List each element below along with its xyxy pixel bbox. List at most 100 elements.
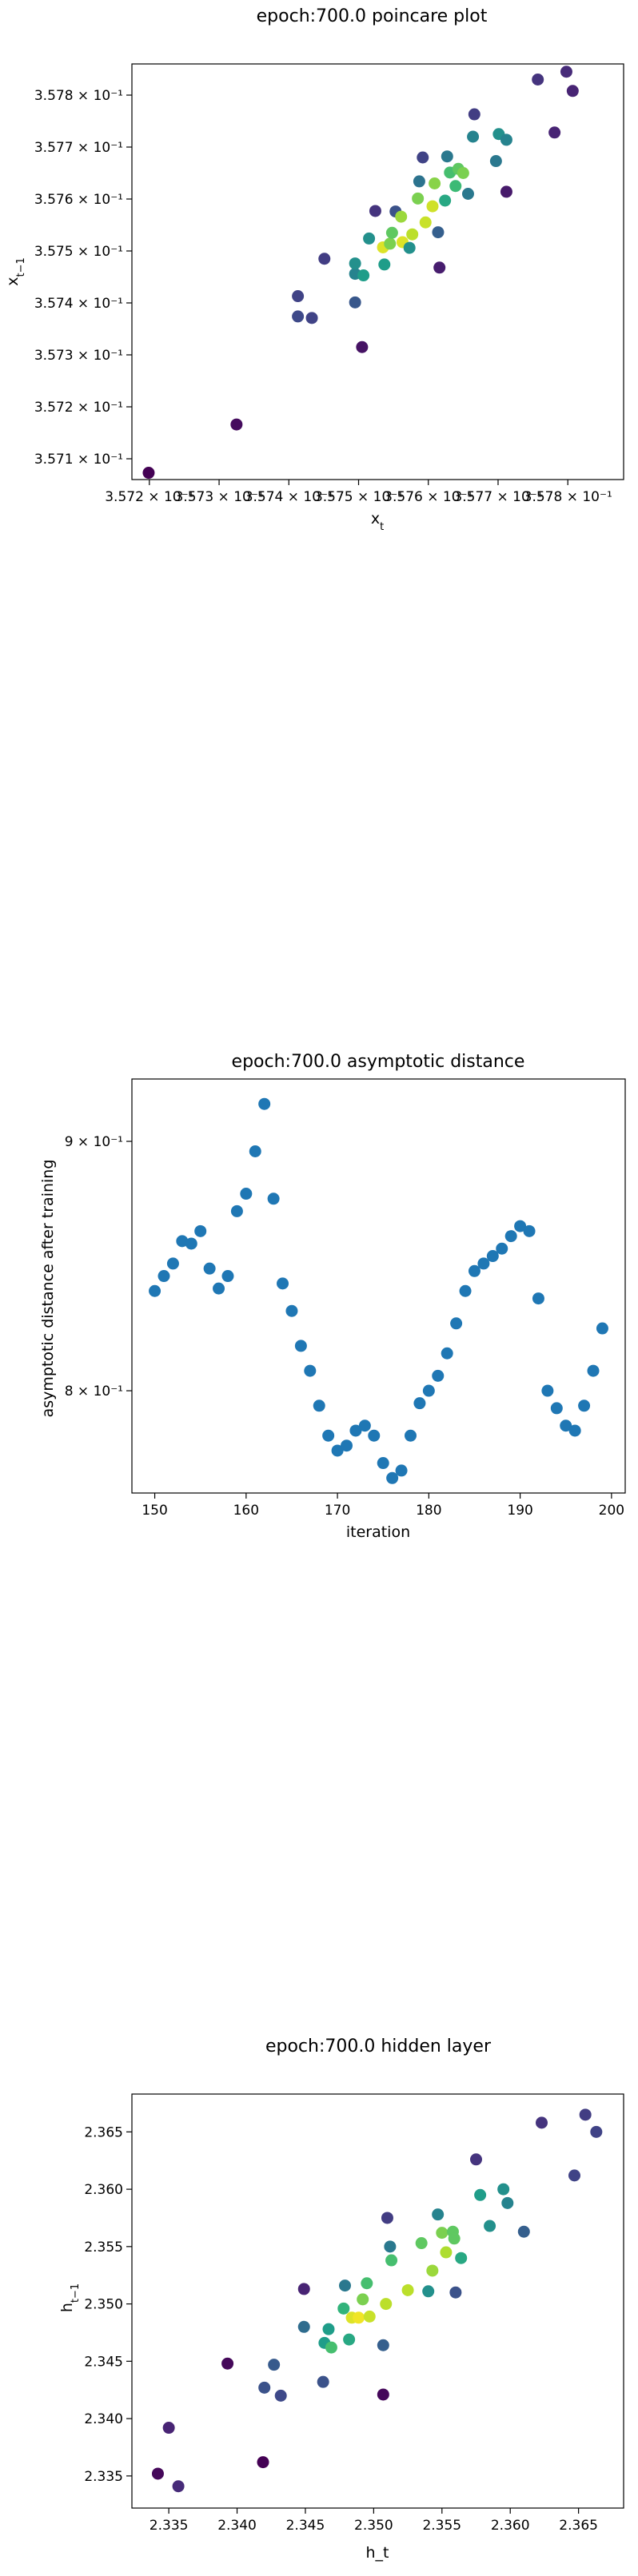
poincare-point-25 <box>419 216 432 229</box>
distance-point-23 <box>358 1419 371 1432</box>
hidden-point-42 <box>497 2183 510 2196</box>
hidden-point-43 <box>501 2196 514 2209</box>
distance-point-4 <box>185 1237 197 1250</box>
hidden-point-0 <box>151 2467 164 2480</box>
distance-point-39 <box>504 1230 517 1243</box>
poincare-x-tick-label: 3.574 × 10⁻¹ <box>245 489 333 505</box>
poincare-x-tick-label: 3.578 × 10⁻¹ <box>524 489 612 505</box>
hidden-x-tick-label: 2.350 <box>354 2518 393 2534</box>
distance-y-axis: 8 × 10⁻¹ 9 × 10⁻¹ <box>65 1134 132 1399</box>
hidden-point-10 <box>317 2375 329 2388</box>
distance-x-tick-label: 150 <box>142 1503 167 1519</box>
distance-point-37 <box>486 1250 499 1263</box>
poincare-y-tick-label: 3.574 × 10⁻¹ <box>34 296 123 312</box>
poincare-point-9 <box>349 257 361 270</box>
hidden-point-34 <box>440 2246 453 2259</box>
hidden-y-tick-label: 2.365 <box>84 2124 123 2140</box>
hidden-x-tick-label: 2.360 <box>491 2518 530 2534</box>
poincare-point-42 <box>500 185 512 198</box>
hidden-y-tick-label: 2.360 <box>84 2182 123 2198</box>
poincare-y-tick-label: 3.578 × 10⁻¹ <box>34 88 123 104</box>
distance-point-18 <box>313 1399 325 1412</box>
hidden-point-6 <box>268 2359 281 2371</box>
hidden-point-40 <box>474 2188 487 2201</box>
poincare-point-33 <box>449 180 462 193</box>
hidden-point-26 <box>384 2240 397 2253</box>
poincare-plot-frame <box>131 63 624 480</box>
poincare-x-tick-label: 3.575 × 10⁻¹ <box>314 489 403 505</box>
poincare-point-41 <box>500 133 512 146</box>
hidden-y-axis-label: ht−1 <box>58 2283 82 2312</box>
hidden-point-32 <box>432 2208 445 2221</box>
distance-x-tick-label: 160 <box>233 1503 259 1519</box>
distance-point-8 <box>221 1270 234 1283</box>
hidden-point-9 <box>297 2320 310 2333</box>
hidden-point-20 <box>361 2277 373 2290</box>
distance-point-32 <box>441 1347 453 1360</box>
distance-point-24 <box>368 1429 381 1442</box>
poincare-points <box>142 66 579 480</box>
distance-point-5 <box>194 1224 207 1237</box>
distance-point-40 <box>514 1220 527 1232</box>
poincare-point-7 <box>356 340 369 353</box>
poincare-point-29 <box>433 261 446 274</box>
distance-point-13 <box>267 1192 280 1205</box>
hidden-point-19 <box>357 2293 369 2306</box>
hidden-point-25 <box>381 2212 393 2224</box>
distance-point-0 <box>149 1284 161 1297</box>
distance-x-tick-label: 200 <box>599 1503 624 1519</box>
poincare-x-tick-label: 3.573 × 10⁻¹ <box>174 489 263 505</box>
hidden-point-8 <box>297 2283 310 2295</box>
distance-point-48 <box>587 1364 600 1377</box>
poincare-point-10 <box>357 269 370 282</box>
distance-point-16 <box>294 1340 307 1352</box>
poincare-chart-title: epoch:700.0 poincare plot <box>257 6 488 26</box>
hidden-point-16 <box>343 2333 356 2346</box>
poincare-x-tick-label: 3.577 × 10⁻¹ <box>453 489 542 505</box>
distance-point-44 <box>550 1402 563 1415</box>
distance-point-27 <box>395 1464 408 1477</box>
distance-point-49 <box>596 1322 608 1335</box>
distance-point-7 <box>213 1282 225 1295</box>
distance-y-tick-label: 9 × 10⁻¹ <box>65 1134 123 1150</box>
distance-point-10 <box>240 1188 253 1200</box>
poincare-point-24 <box>417 151 429 164</box>
distance-x-tick-label: 190 <box>507 1503 532 1519</box>
distance-point-31 <box>432 1369 445 1382</box>
hidden-x-tick-label: 2.365 <box>559 2518 598 2534</box>
distance-point-3 <box>176 1235 189 1248</box>
hidden-point-2 <box>172 2480 185 2493</box>
distance-y-axis-label: asymptotic distance after training <box>39 1160 57 1418</box>
distance-point-9 <box>230 1204 243 1217</box>
poincare-point-2 <box>292 290 305 303</box>
poincare-point-38 <box>468 108 480 121</box>
poincare-point-46 <box>566 85 579 98</box>
hidden-point-31 <box>426 2264 439 2277</box>
distance-x-tick-label: 170 <box>325 1503 350 1519</box>
poincare-y-tick-label: 3.572 × 10⁻¹ <box>34 400 123 416</box>
poincare-point-6 <box>349 296 361 309</box>
hidden-point-23 <box>377 2388 389 2401</box>
hidden-x-axis: 2.335 2.340 2.345 2.350 2.355 2.360 2.365 <box>150 2508 598 2534</box>
distance-point-25 <box>377 1457 389 1470</box>
hidden-point-44 <box>517 2225 530 2238</box>
distance-point-34 <box>459 1284 472 1297</box>
distance-x-axis: 150 160 170 180 190 200 <box>142 1493 624 1519</box>
distance-point-11 <box>249 1145 261 1157</box>
hidden-y-tick-label: 2.350 <box>84 2297 123 2313</box>
poincare-point-12 <box>369 205 381 217</box>
hidden-x-tick-label: 2.340 <box>217 2518 257 2534</box>
hidden-y-tick-label: 2.340 <box>84 2411 123 2427</box>
distance-y-tick-label: 8 × 10⁻¹ <box>65 1384 123 1399</box>
hidden-point-47 <box>579 2108 592 2121</box>
hidden-point-13 <box>325 2341 337 2354</box>
distance-point-14 <box>277 1277 289 1290</box>
poincare-point-5 <box>318 253 331 265</box>
distance-point-21 <box>341 1439 353 1452</box>
hidden-point-21 <box>363 2310 376 2323</box>
poincare-point-11 <box>363 232 376 245</box>
hidden-x-tick-label: 2.345 <box>286 2518 325 2534</box>
distance-x-axis-label: iteration <box>346 1523 410 1541</box>
distance-point-19 <box>322 1429 335 1442</box>
hidden-points <box>151 2108 603 2493</box>
